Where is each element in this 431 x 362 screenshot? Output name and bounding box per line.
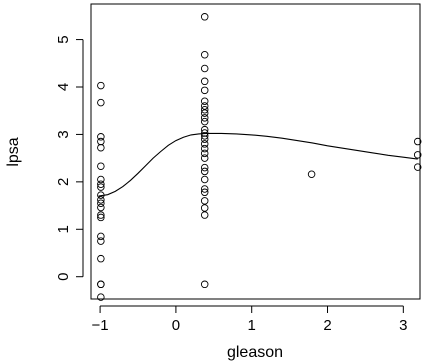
data-point <box>97 203 105 212</box>
data-point <box>200 132 209 140</box>
data-point <box>97 133 105 141</box>
data-point <box>200 102 209 110</box>
data-point <box>200 97 209 105</box>
data-point <box>200 77 209 86</box>
y-tick-label: 1 <box>55 225 72 233</box>
x-axis: −1 0 1 2 3 <box>92 305 407 334</box>
data-point <box>200 149 209 158</box>
data-point <box>97 183 105 191</box>
data-point <box>200 114 209 122</box>
data-points <box>97 13 422 301</box>
data-point <box>200 175 209 184</box>
data-point <box>200 204 209 212</box>
data-point <box>97 180 105 188</box>
data-point <box>97 211 105 219</box>
plot-frame <box>90 3 421 300</box>
data-point <box>200 13 209 21</box>
data-point <box>200 144 209 153</box>
data-point <box>97 280 105 289</box>
data-point <box>307 170 316 179</box>
data-point <box>97 137 105 146</box>
data-point <box>200 280 209 289</box>
data-point <box>200 50 209 59</box>
data-point <box>97 143 105 152</box>
data-point <box>200 163 209 172</box>
y-axis: 0 1 2 3 4 5 <box>55 35 84 281</box>
x-tick-label: 0 <box>172 317 180 334</box>
data-point <box>200 109 209 117</box>
data-point <box>200 154 209 162</box>
data-point <box>97 237 105 245</box>
smooth-curve-line <box>98 132 418 197</box>
y-tick-label: 4 <box>55 83 72 91</box>
data-point <box>97 213 105 222</box>
data-point <box>200 188 209 197</box>
data-point <box>200 86 209 95</box>
data-point <box>97 196 105 204</box>
data-point <box>413 137 422 146</box>
x-tick-label: 1 <box>248 317 256 334</box>
data-point <box>97 81 105 90</box>
data-point <box>200 117 209 126</box>
data-point <box>413 163 422 171</box>
data-point <box>97 175 105 184</box>
data-point <box>200 167 209 176</box>
data-point <box>200 185 209 193</box>
data-point <box>200 64 209 73</box>
x-tick-label: 2 <box>323 317 331 334</box>
data-point <box>97 199 105 207</box>
data-point <box>97 232 105 241</box>
x-axis-label: gleason <box>227 344 283 361</box>
data-point <box>200 211 209 219</box>
y-tick-label: 0 <box>55 273 72 281</box>
x-tick-label: 3 <box>399 317 407 334</box>
data-point <box>97 98 105 107</box>
data-point <box>413 151 422 159</box>
data-point <box>97 254 105 263</box>
y-tick-label: 5 <box>55 35 72 43</box>
data-point <box>97 162 105 170</box>
x-tick-label: −1 <box>92 317 109 334</box>
data-point <box>200 197 209 205</box>
data-point <box>97 293 105 301</box>
data-point <box>200 135 209 143</box>
data-point <box>200 106 209 114</box>
data-point <box>200 140 209 148</box>
y-axis-label: lpsa <box>5 137 22 166</box>
y-tick-label: 2 <box>55 178 72 186</box>
y-tick-label: 3 <box>55 130 72 138</box>
